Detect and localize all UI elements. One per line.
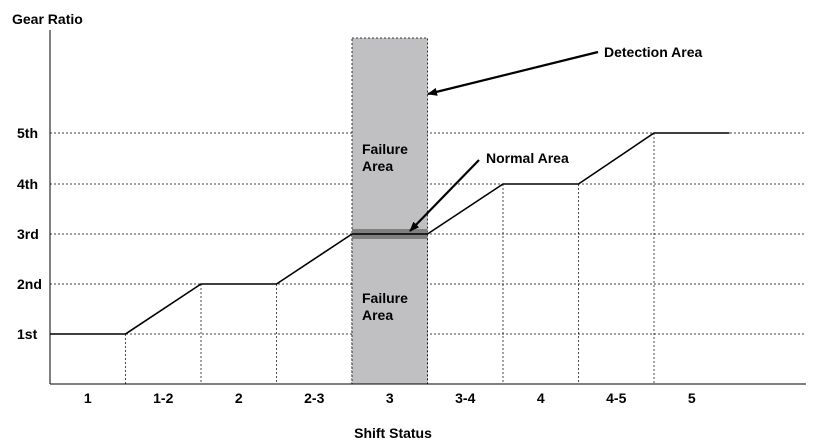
y-tick-label: 2nd	[17, 276, 42, 292]
failure-area-lower-line1: Failure	[362, 290, 408, 306]
x-tick-label: 1-2	[153, 390, 173, 406]
detection-area-band	[351, 37, 428, 385]
y-tick-label: 3rd	[17, 226, 39, 242]
grid-lines	[50, 132, 806, 384]
failure-area-lower-line2: Area	[362, 307, 393, 323]
tick-labels: 1st 2nd 3rd 4th 5th 1 1-2 2 2-3 3 3-4 4 4-5 5	[17, 125, 696, 406]
detection-area-label: Detection Area	[604, 44, 703, 60]
y-tick-label: 1st	[17, 326, 38, 342]
x-tick-label: 2	[235, 390, 243, 406]
x-tick-label: 4	[537, 390, 545, 406]
y-tick-label: 4th	[17, 176, 38, 192]
normal-area-label: Normal Area	[486, 150, 569, 166]
x-tick-label: 5	[688, 390, 696, 406]
x-tick-label: 3	[386, 390, 394, 406]
x-tick-label: 3-4	[455, 390, 475, 406]
failure-area-upper-line2: Area	[362, 158, 393, 174]
x-tick-label: 2-3	[304, 390, 324, 406]
gear-ratio-series-line	[50, 132, 730, 335]
axes	[49, 30, 806, 385]
y-axis-label: Gear Ratio	[12, 11, 83, 27]
failure-area-upper-line1: Failure	[362, 141, 408, 157]
y-tick-label: 5th	[17, 125, 38, 141]
x-tick-label: 1	[84, 390, 92, 406]
detection-area-arrow	[427, 50, 599, 96]
x-tick-label: 4-5	[606, 390, 626, 406]
x-axis-label: Shift Status	[354, 425, 432, 441]
normal-area-arrow	[409, 159, 480, 232]
